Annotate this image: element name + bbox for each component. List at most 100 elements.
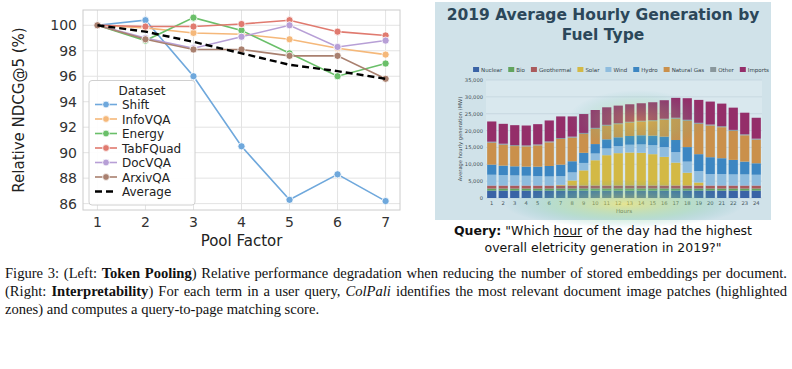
- bar-segment: [568, 161, 577, 172]
- legend-swatch: [740, 67, 746, 72]
- legend-label: Energy: [122, 127, 164, 141]
- bar-segment: [591, 191, 600, 198]
- x-tick-label: 11: [603, 200, 610, 206]
- heatmap-hotspot: [504, 180, 744, 228]
- legend-label: Nuclear: [481, 67, 503, 73]
- bar-segment: [683, 186, 692, 189]
- bar-segment: [602, 189, 611, 191]
- bar-segment: [568, 172, 577, 180]
- legend-label: TabFQuad: [121, 142, 181, 156]
- grid-line: [486, 96, 762, 97]
- right-chart: 2019 Average Hourly Generation byFuel Ty…: [435, 2, 771, 228]
- grid-line: [337, 10, 338, 210]
- legend-marker: [103, 174, 110, 181]
- bar-segment: [694, 191, 703, 198]
- x-tick-label: 12: [615, 200, 622, 206]
- x-tick-label: 24: [753, 200, 760, 206]
- bar-segment: [510, 146, 519, 166]
- x-tick-label: 18: [684, 200, 691, 206]
- legend-label: InfoVQA: [122, 113, 171, 127]
- x-tick-label: 9: [582, 200, 585, 206]
- legend-marker: [103, 145, 110, 152]
- bar-segment: [625, 145, 634, 153]
- bar-segment: [487, 143, 496, 165]
- x-tick-label: 14: [638, 200, 645, 206]
- y-tick-label: 35,000: [465, 77, 483, 83]
- bar-segment: [752, 163, 761, 174]
- legend-swatch: [605, 67, 611, 72]
- x-tick-label: 2: [502, 200, 505, 206]
- bar-segment: [694, 171, 703, 182]
- bar-segment: [556, 189, 565, 191]
- legend-label: Geothermal: [539, 67, 572, 73]
- bar-segment: [717, 191, 726, 198]
- bar-segment: [602, 191, 611, 198]
- bar-segment: [717, 104, 726, 127]
- bar-segment: [648, 120, 657, 121]
- x-tick-label: 19: [695, 200, 702, 206]
- bar-segment: [487, 191, 496, 198]
- bar-segment: [660, 119, 669, 120]
- bar-segment: [740, 174, 749, 185]
- x-tick-label: 2: [141, 214, 150, 230]
- bar-segment: [487, 121, 496, 141]
- series-marker: [286, 22, 293, 29]
- y-tick-label: 100: [50, 17, 77, 33]
- text-segment: hour: [554, 223, 583, 238]
- bar-segment: [706, 174, 715, 185]
- bar-segment: [545, 142, 554, 166]
- bar-segment: [545, 120, 554, 141]
- bar-segment: [602, 148, 611, 155]
- legend-swatch: [664, 67, 670, 72]
- grid-line: [486, 80, 762, 81]
- bar-segment: [648, 189, 657, 191]
- series-marker: [286, 36, 293, 43]
- bar-segment: [568, 180, 577, 185]
- y-tick-label: 10,000: [465, 161, 483, 167]
- bar-segment: [556, 186, 565, 189]
- bar-segment: [752, 139, 761, 140]
- bar-segment: [568, 138, 577, 162]
- bar-segment: [487, 186, 496, 189]
- series-marker: [238, 33, 245, 40]
- bar-segment: [706, 186, 715, 189]
- bar-segment: [694, 154, 703, 171]
- bar-segment: [740, 135, 749, 161]
- bar-segment: [660, 100, 669, 119]
- bar-segment: [510, 189, 519, 191]
- bar-segment: [579, 134, 588, 153]
- bar-segment: [522, 145, 531, 146]
- bar-segment: [660, 120, 669, 137]
- bar-segment: [499, 144, 508, 145]
- text-segment: Figure 3: (Left:: [5, 265, 102, 281]
- legend-swatch: [95, 190, 117, 192]
- bar-segment: [533, 124, 542, 144]
- bar-segment: [545, 166, 554, 176]
- bar-segment: [556, 116, 565, 138]
- bar-segment: [499, 186, 508, 189]
- legend-label: Solar: [585, 67, 600, 73]
- series-marker: [334, 73, 341, 80]
- bar-segment: [752, 140, 761, 164]
- legend-frame: [89, 81, 195, 206]
- legend: NuclearBioGeothermalSolarWindHydroNatura…: [473, 67, 769, 74]
- legend-swatch: [473, 67, 479, 72]
- bar-segment: [591, 189, 600, 191]
- series-marker: [382, 60, 389, 67]
- x-tick-label: 16: [661, 200, 668, 206]
- bar-segment: [671, 140, 680, 152]
- bar-segment: [545, 141, 554, 142]
- bar-segment: [602, 107, 611, 125]
- y-tick-label: 15,000: [465, 144, 483, 150]
- series-marker: [190, 73, 197, 80]
- bar-segment: [740, 186, 749, 189]
- bar-segment: [671, 163, 680, 186]
- plot-background: [83, 10, 400, 210]
- bar-segment: [614, 189, 623, 191]
- y-tick-label: 25,000: [465, 111, 483, 117]
- bar-segment: [510, 145, 519, 146]
- bar-segment: [579, 189, 588, 191]
- x-axis-label: Pool Factor: [201, 232, 284, 250]
- bar-segment: [568, 186, 577, 189]
- bar-segment: [637, 121, 646, 122]
